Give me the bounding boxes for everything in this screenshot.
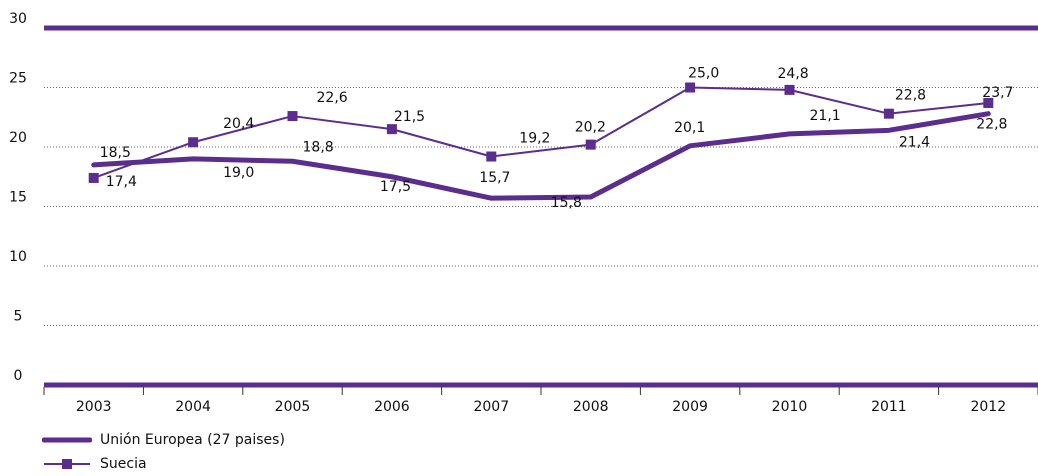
- data-label-ue: 22,8: [976, 117, 1007, 133]
- marker-suecia: [287, 111, 298, 122]
- data-label-suecia: 20,4: [223, 116, 254, 132]
- legend-item-suecia: Suecia: [42, 452, 285, 476]
- line-chart: 0 5 10 15 20 25 30 2003 2004 2005 2006 2007 2008 2009…: [9, 11, 1038, 415]
- y-tick-label: 25: [9, 71, 27, 87]
- data-label-suecia: 22,8: [895, 88, 926, 104]
- y-tick-label: 20: [9, 130, 27, 146]
- x-tick-label: 2009: [672, 399, 708, 415]
- marker-suecia: [685, 82, 696, 93]
- marker-suecia: [784, 84, 795, 95]
- y-tick-label: 0: [14, 368, 23, 384]
- grid-layer: [44, 25, 1038, 388]
- marker-suecia: [188, 137, 199, 148]
- marker-suecia: [88, 172, 99, 183]
- series-layer: [88, 82, 994, 201]
- x-tick-label: 2006: [374, 399, 410, 415]
- legend: Unión Europea (27 paises) Suecia: [42, 428, 285, 476]
- legend-swatch-ue: [42, 437, 92, 443]
- x-tick-label: 2007: [473, 399, 509, 415]
- marker-suecia: [983, 97, 994, 108]
- y-tick-label: 10: [9, 249, 27, 265]
- marker-suecia: [386, 124, 397, 135]
- x-tick-label: 2010: [772, 399, 808, 415]
- marker-suecia: [486, 151, 497, 162]
- x-tick-label: 2012: [970, 399, 1006, 415]
- axis-layer: 0 5 10 15 20 25 30 2003 2004 2005 2006 2007 2008 2009…: [9, 11, 1038, 415]
- data-label-suecia: 20,2: [575, 120, 606, 136]
- data-label-ue: 17,5: [380, 179, 411, 195]
- series-line-suecia: [93, 86, 989, 179]
- x-tick-label: 2008: [573, 399, 609, 415]
- data-label-suecia: 25,0: [688, 66, 719, 82]
- legend-swatch-suecia: [44, 459, 90, 469]
- data-label-suecia: 21,5: [394, 109, 425, 125]
- data-label-ue: 15,8: [551, 195, 582, 211]
- data-label-ue: 18,8: [303, 139, 334, 155]
- data-label-suecia: 19,2: [519, 131, 550, 147]
- legend-item-ue: Unión Europea (27 paises): [42, 428, 285, 452]
- x-tick-label: 2003: [76, 399, 112, 415]
- data-label-suecia: 22,6: [317, 90, 348, 106]
- marker-suecia: [585, 139, 596, 150]
- data-label-ue: 15,7: [479, 170, 510, 186]
- data-label-suecia: 24,8: [778, 66, 809, 82]
- legend-label-suecia: Suecia: [100, 456, 147, 472]
- data-label-suecia: 17,4: [106, 174, 137, 190]
- legend-label-ue: Unión Europea (27 paises): [100, 432, 285, 448]
- data-label-ue: 21,1: [810, 108, 841, 124]
- marker-suecia: [883, 108, 894, 119]
- series-line-ue: [91, 111, 991, 201]
- data-label-ue: 20,1: [674, 120, 705, 136]
- y-tick-label: 15: [9, 190, 27, 206]
- x-tick-label: 2004: [175, 399, 211, 415]
- x-tick-label: 2011: [871, 399, 907, 415]
- y-tick-label: 30: [9, 11, 27, 27]
- data-label-suecia: 23,7: [982, 85, 1013, 101]
- x-tick-label: 2005: [275, 399, 311, 415]
- data-label-layer: 18,5 19,0 18,8 17,5 15,7 15,8 20,1 21,1 21,4 22,8…: [100, 66, 1014, 211]
- data-label-ue: 18,5: [100, 145, 131, 161]
- legend-marker-suecia: [62, 459, 72, 469]
- y-tick-label: 5: [14, 309, 23, 325]
- data-label-ue: 21,4: [899, 134, 930, 150]
- data-label-ue: 19,0: [223, 165, 254, 181]
